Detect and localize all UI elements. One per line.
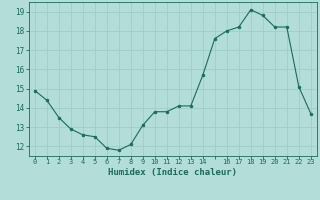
- X-axis label: Humidex (Indice chaleur): Humidex (Indice chaleur): [108, 168, 237, 177]
